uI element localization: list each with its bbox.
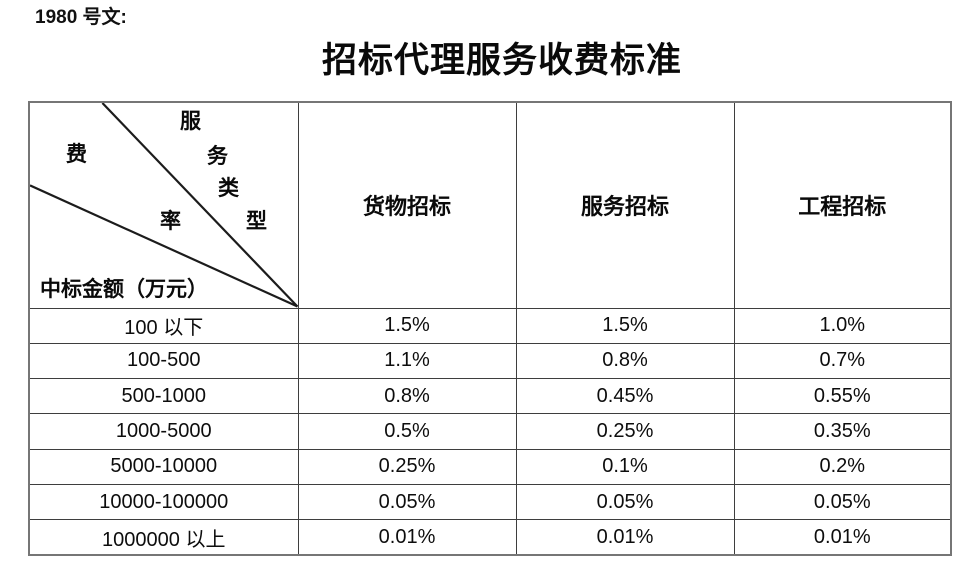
- table-row: 100-500 1.1% 0.8% 0.7%: [28, 342, 952, 380]
- rate-cell: 1.0%: [733, 307, 952, 344]
- rate-cell: 0.7%: [733, 342, 952, 380]
- corner-amount-axis-label: 中标金额（万元）: [40, 278, 208, 301]
- diagonal-corner-content: 服 务 类 型 费 率 中标金额（万元）: [30, 103, 297, 307]
- rate-cell: 0.8%: [515, 342, 735, 380]
- rate-cell: 0.25%: [515, 413, 735, 450]
- column-header-goods-bidding: 货物招标: [297, 101, 517, 309]
- table-row: 500-1000 0.8% 0.45% 0.55%: [28, 378, 952, 415]
- corner-rate-char: 率: [160, 209, 181, 233]
- fee-standard-table: 服 务 类 型 费 率 中标金额（万元） 货物招标 服务招标 工程招标 100 …: [28, 101, 952, 557]
- rate-cell: 0.05%: [733, 483, 952, 521]
- rate-cell: 0.01%: [515, 519, 735, 556]
- diagonal-corner-cell: 服 务 类 型 费 率 中标金额（万元）: [28, 101, 299, 309]
- rate-cell: 1.5%: [297, 307, 517, 344]
- table-row: 100 以下 1.5% 1.5% 1.0%: [28, 307, 952, 344]
- table-header-row: 服 务 类 型 费 率 中标金额（万元） 货物招标 服务招标 工程招标: [28, 101, 952, 309]
- rate-cell: 0.25%: [297, 448, 517, 485]
- row-label: 100-500: [28, 342, 299, 380]
- rate-cell: 1.1%: [297, 342, 517, 380]
- corner-service-type-char-4: 型: [246, 209, 267, 233]
- rate-cell: 0.8%: [297, 378, 517, 415]
- rate-cell: 0.45%: [515, 378, 735, 415]
- rate-cell: 0.5%: [297, 413, 517, 450]
- rate-cell: 0.05%: [515, 483, 735, 521]
- corner-service-type-char-3: 类: [218, 176, 239, 200]
- rate-cell: 0.1%: [515, 448, 735, 485]
- page-title: 招标代理服务收费标准: [321, 41, 682, 80]
- row-label: 500-1000: [28, 378, 299, 415]
- row-label: 5000-10000: [28, 448, 299, 485]
- row-label: 1000000 以上: [28, 519, 299, 556]
- row-label: 100 以下: [28, 307, 299, 344]
- row-label: 10000-100000: [28, 483, 299, 521]
- table-row: 1000-5000 0.5% 0.25% 0.35%: [28, 413, 952, 450]
- column-header-works-bidding: 工程招标: [733, 101, 952, 309]
- column-header-services-bidding: 服务招标: [515, 101, 735, 309]
- rate-cell: 0.01%: [297, 519, 517, 556]
- rate-cell: 0.55%: [733, 378, 952, 415]
- rate-cell: 0.2%: [733, 448, 952, 485]
- corner-service-type-char-1: 服: [180, 109, 201, 133]
- rate-cell: 0.01%: [733, 519, 952, 556]
- table-row: 10000-100000 0.05% 0.05% 0.05%: [28, 483, 952, 521]
- row-label: 1000-5000: [28, 413, 299, 450]
- table-row: 1000000 以上 0.01% 0.01% 0.01%: [28, 519, 952, 556]
- corner-service-type-char-2: 务: [207, 144, 228, 168]
- rate-cell: 0.35%: [733, 413, 952, 450]
- doc-number: 1980 号文:: [35, 7, 127, 28]
- table-row: 5000-10000 0.25% 0.1% 0.2%: [28, 448, 952, 485]
- rate-cell: 0.05%: [297, 483, 517, 521]
- corner-fee-char: 费: [66, 142, 87, 166]
- diagonal-lines: [30, 103, 297, 307]
- rate-cell: 1.5%: [515, 307, 735, 344]
